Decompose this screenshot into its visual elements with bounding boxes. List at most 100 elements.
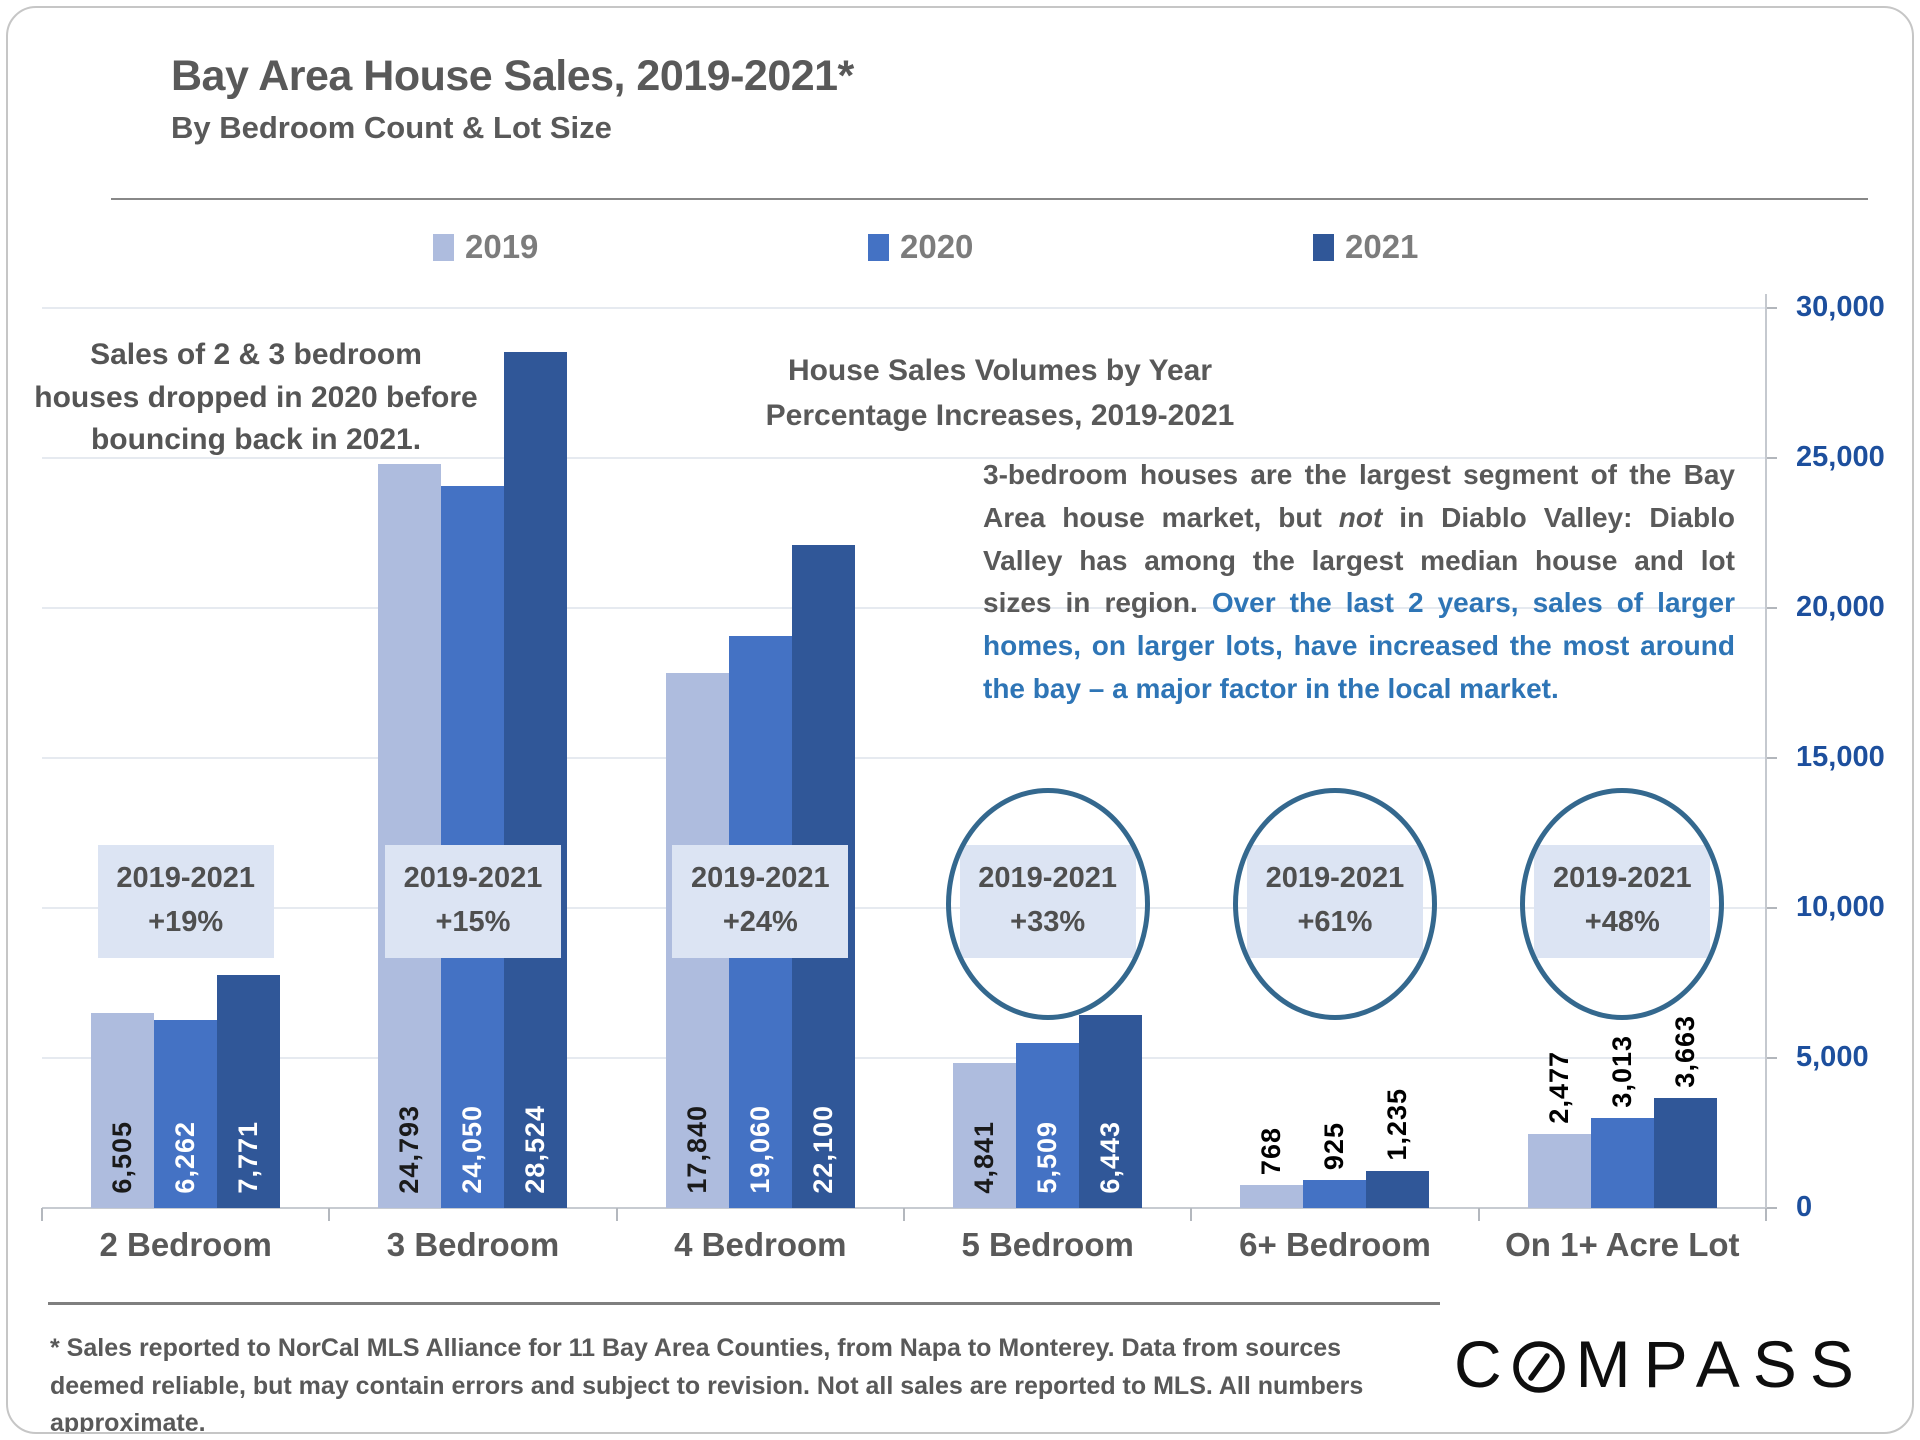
bar-2021: 1,235 xyxy=(1366,308,1430,1208)
bar-value-label: 24,050 xyxy=(441,1105,504,1194)
increase-circle xyxy=(1520,788,1725,1020)
bar-groups: 6,505 6,262 7,771 2019-2021 +19% 24,793 24,050… xyxy=(42,308,1766,1208)
bar-value-text: 4,841 xyxy=(969,1121,1000,1194)
bar-2019: 4,841 xyxy=(953,308,1017,1208)
bar-value-label: 925 xyxy=(1303,1122,1366,1170)
bar-fill-2019 xyxy=(1240,1185,1304,1208)
bar-value-text: 925 xyxy=(1319,1121,1350,1170)
annotation-center-heading: House Sales Volumes by Year Percentage I… xyxy=(680,348,1320,438)
bar-value-text: 3,663 xyxy=(1669,1015,1700,1088)
compass-logo-letters-mpass: MPASS xyxy=(1575,1327,1867,1401)
bar-value-text: 7,771 xyxy=(233,1121,264,1194)
bar-value-text: 24,793 xyxy=(394,1105,425,1194)
legend-label: 2019 xyxy=(465,228,539,265)
page-title: Bay Area House Sales, 2019-2021* xyxy=(171,52,854,100)
paragraph-italic-word: not xyxy=(1338,501,1383,533)
legend-label: 2020 xyxy=(900,228,974,265)
legend-swatch-2019 xyxy=(433,233,454,261)
bar-2021: 3,663 xyxy=(1653,308,1717,1208)
paragraph-blue-text: Over the last 2 years, sales of larger h… xyxy=(983,587,1735,705)
bar-value-label: 2,477 xyxy=(1528,1051,1591,1124)
footnote-divider xyxy=(48,1302,1440,1305)
x-axis-tick-mark xyxy=(328,1208,331,1221)
increase-circle xyxy=(945,788,1150,1020)
bar-2019: 6,505 xyxy=(91,308,155,1208)
bar-2020: 5,509 xyxy=(1016,308,1080,1208)
bar-value-text: 17,840 xyxy=(681,1105,712,1194)
bar-fill-2021 xyxy=(1366,1171,1430,1208)
increase-badge-pct: +15% xyxy=(435,905,511,938)
bar-2021: 22,100 xyxy=(791,308,855,1208)
increase-badge: 2019-2021 +24% xyxy=(672,845,849,958)
gridline xyxy=(42,307,1766,309)
bar-group-on-1-acre-lot: 2,477 3,013 3,663 2019-2021 +48% xyxy=(1479,308,1766,1208)
bar-value-text: 2,477 xyxy=(1543,1051,1574,1124)
bar-value-label: 17,840 xyxy=(666,1105,729,1194)
bar-2019: 17,840 xyxy=(665,308,729,1208)
bar-fill-2020 xyxy=(1016,1043,1080,1208)
x-axis-tick-mark xyxy=(615,1208,618,1221)
compass-logo: C MPASS xyxy=(1454,1326,1867,1402)
bar-group-3-bedroom: 24,793 24,050 28,524 2019-2021 +15% xyxy=(329,308,616,1208)
bar-fill-2021 xyxy=(217,975,281,1208)
annotation-left-note: Sales of 2 & 3 bedroom houses dropped in… xyxy=(34,338,478,457)
bar-fill-2020 xyxy=(1590,1118,1654,1208)
bar-fill-2021 xyxy=(504,352,568,1208)
y-axis-tick-label: 5,000 xyxy=(1796,1041,1869,1073)
bar-fill-2020 xyxy=(1303,1180,1367,1208)
y-axis-tick-mark xyxy=(1766,457,1777,459)
x-axis-label: 2 Bedroom xyxy=(99,1226,272,1263)
bar-value-label: 6,443 xyxy=(1079,1121,1142,1194)
legend-item-2019: 2019 xyxy=(433,228,538,266)
compass-o-slash-icon xyxy=(1512,1341,1565,1393)
y-axis-line xyxy=(1765,294,1767,1210)
x-axis-tick-mark xyxy=(903,1208,905,1221)
bar-value-label: 28,524 xyxy=(504,1105,567,1194)
x-axis-label: 5 Bedroom xyxy=(961,1226,1134,1263)
bar-value-label: 768 xyxy=(1240,1127,1303,1175)
y-axis-tick-label: 10,000 xyxy=(1796,891,1885,923)
bar-value-label: 3,013 xyxy=(1591,1035,1654,1108)
bar-value-text: 6,443 xyxy=(1095,1121,1126,1194)
chart-legend: 2019 2020 2021 xyxy=(8,228,1912,274)
bar-value-label: 7,771 xyxy=(217,1121,280,1194)
bar-value-text: 6,262 xyxy=(170,1121,201,1194)
bar-value-label: 22,100 xyxy=(792,1105,855,1194)
paragraph-gray-before: 3-bedroom houses are the largest segment… xyxy=(983,459,1735,533)
increase-badge-pct: +24% xyxy=(722,905,798,938)
x-axis-label: On 1+ Acre Lot xyxy=(1505,1226,1740,1263)
x-axis-tick-mark xyxy=(41,1208,43,1221)
gridline xyxy=(42,1057,1766,1059)
increase-badge-range: 2019-2021 xyxy=(116,862,255,894)
bar-2019: 24,793 xyxy=(378,308,442,1208)
gridline xyxy=(42,457,1766,459)
bar-2020: 3,013 xyxy=(1590,308,1654,1208)
x-axis-label: 3 Bedroom xyxy=(386,1226,560,1263)
footnote: * Sales reported to NorCal MLS Alliance … xyxy=(50,1334,1364,1434)
x-axis-tick-mark xyxy=(1477,1208,1480,1221)
center-heading-line1: House Sales Volumes by Year xyxy=(787,354,1213,387)
y-axis-tick-label: 0 xyxy=(1796,1191,1813,1223)
y-axis-tick-mark xyxy=(1766,1207,1777,1209)
bar-value-text: 6,505 xyxy=(107,1121,138,1194)
bar-value-text: 28,524 xyxy=(520,1105,551,1194)
gridline xyxy=(42,907,1766,909)
bar-2019: 2,477 xyxy=(1527,308,1591,1208)
gridline xyxy=(42,757,1766,759)
bar-value-text: 768 xyxy=(1256,1126,1287,1175)
y-axis-tick-label: 25,000 xyxy=(1796,441,1885,473)
bar-value-label: 4,841 xyxy=(953,1121,1016,1194)
increase-badge-range: 2019-2021 xyxy=(690,862,830,894)
bar-value-text: 3,013 xyxy=(1606,1035,1637,1108)
title-divider xyxy=(111,198,1868,200)
annotation-paragraph: 3-bedroom houses are the largest segment… xyxy=(983,454,1735,711)
compass-logo-letter-c: C xyxy=(1454,1327,1502,1401)
center-heading-line2: Percentage Increases, 2019-2021 xyxy=(765,399,1235,432)
bar-value-label: 6,505 xyxy=(91,1121,154,1194)
increase-badge: 2019-2021 +19% xyxy=(97,845,274,958)
bar-2020: 6,262 xyxy=(154,308,218,1208)
bar-fill-2021 xyxy=(1079,1015,1143,1208)
bar-fill-2019 xyxy=(91,1013,155,1208)
bar-value-label: 6,262 xyxy=(154,1121,217,1194)
bar-value-label: 3,663 xyxy=(1654,1015,1717,1088)
